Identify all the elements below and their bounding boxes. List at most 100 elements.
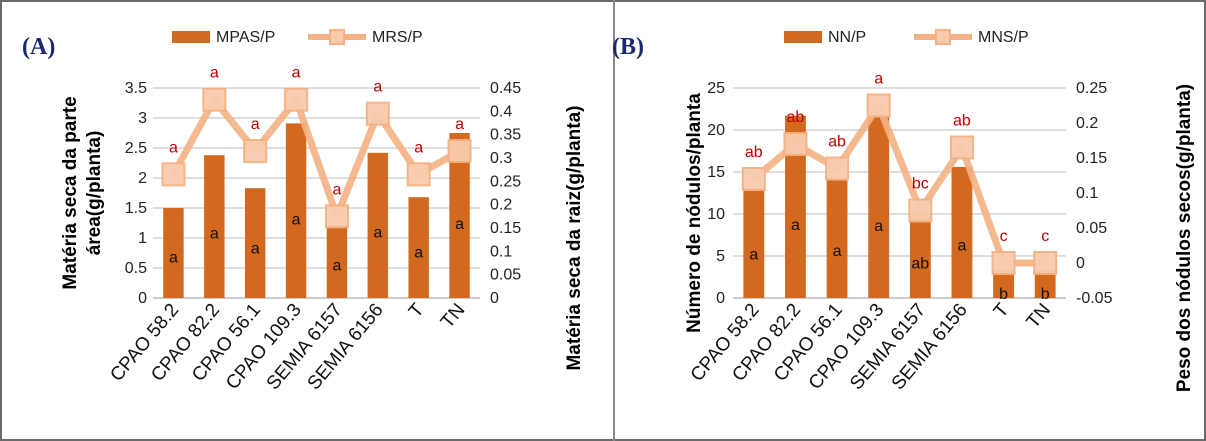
panel2-bar xyxy=(826,180,848,298)
panel2-legend-line-label: MNS/P xyxy=(978,29,1029,46)
panel1-left-tick-label: 0.5 xyxy=(125,260,147,277)
panel1-bar xyxy=(244,188,266,298)
panel1-bar-data-label: a xyxy=(373,225,382,242)
panel1-line-data-label: a xyxy=(373,79,382,96)
panel1-line-point xyxy=(284,87,309,112)
panel2-left-tick-label: 25 xyxy=(707,80,725,97)
panel1-left-tick-label: 3 xyxy=(138,110,147,127)
panel1-left-axis-title-line2: área(g/planta) xyxy=(84,131,105,256)
panel2-legend-bar-label: NN/P xyxy=(828,29,866,46)
panel2-bar xyxy=(1034,269,1056,298)
panel2-line-data-label: a xyxy=(874,71,883,88)
panel1-line-point xyxy=(447,139,472,163)
panel1-line-point xyxy=(202,87,227,112)
panel1-bar xyxy=(449,133,470,298)
panel1-bar xyxy=(204,155,225,298)
panel2-right-tick-label: -0.05 xyxy=(1076,290,1113,307)
panel1-bar-data-label: a xyxy=(292,211,301,228)
panel1-line-point xyxy=(243,139,268,163)
panel1-right-tick-label: 0 xyxy=(490,290,499,307)
panel1-bar-data-label: a xyxy=(169,250,178,267)
panel1-right-tick-label: 0.2 xyxy=(490,197,512,214)
panel1-left-tick-label: 0 xyxy=(138,290,147,307)
panel2-legend-bar-swatch xyxy=(784,31,822,43)
panel2-legend-line-marker xyxy=(935,29,951,45)
panel1-right-tick-label: 0.05 xyxy=(490,267,521,284)
panel2-bar-data-label: a xyxy=(749,246,758,263)
panel1-right-tick-label: 0.1 xyxy=(490,243,512,260)
panel1-line-point xyxy=(324,204,349,229)
panel2-left-axis-title: Número de nódulos/planta xyxy=(684,93,705,333)
panel2-right-tick-label: 0.2 xyxy=(1076,115,1098,132)
panel1-bar xyxy=(367,152,389,298)
panel2-right-tick-label: 0.15 xyxy=(1076,150,1107,167)
panel2-right-tick-label: 0 xyxy=(1076,255,1085,272)
panel1-legend-bar-swatch xyxy=(172,31,210,43)
panel2-line-data-label: c xyxy=(1041,228,1049,245)
panel2-bar xyxy=(909,212,931,298)
panel1-right-axis-title: Matéria seca da raiz(g/planta) xyxy=(564,105,585,370)
panel1-right-tick-label: 0.25 xyxy=(490,173,521,190)
panel2-left-tick-label: 10 xyxy=(707,206,725,223)
panel2-line-point xyxy=(825,156,850,181)
panel1-bar xyxy=(163,208,184,298)
panel2-line-point xyxy=(783,132,808,156)
panel1-category-label: T xyxy=(405,299,429,322)
panel2-right-axis-title: Peso dos nódulos secos(g/planta) xyxy=(1174,84,1195,392)
panel2-line-data-label: bc xyxy=(912,176,929,193)
panel1-right-tick-label: 0.45 xyxy=(490,80,521,97)
panel1-left-axis-title-line1: Matéria seca da parte xyxy=(60,96,81,289)
panel1-right-tick-label: 0.35 xyxy=(490,127,521,144)
panel2-bar xyxy=(785,115,806,298)
panel1-left-tick-label: 2 xyxy=(138,170,147,187)
panel1-legend-bar-label: MPAS/P xyxy=(216,29,275,46)
panel2-line-data-label: ab xyxy=(787,109,805,126)
panel2-bar-data-label: a xyxy=(833,243,842,260)
panel2-line-point xyxy=(949,135,974,160)
panel1-line-data-label: a xyxy=(414,139,423,156)
panel2-line-point xyxy=(741,167,766,191)
panel1-line-data-label: a xyxy=(210,65,219,82)
panel2-bar xyxy=(951,166,973,298)
panel1-line-data-label: a xyxy=(169,139,178,156)
panel1-bar-data-label: a xyxy=(210,226,219,243)
panel1-bar xyxy=(326,226,348,298)
panel2-line-data-label: ab xyxy=(745,144,763,161)
panel1-line-point xyxy=(161,162,186,187)
panel2-bar-data-label: b xyxy=(1041,286,1050,303)
panel1-line-data-label: a xyxy=(332,181,341,198)
panel1-right-tick-label: 0.15 xyxy=(490,220,521,237)
panel2-right-tick-label: 0.25 xyxy=(1076,80,1107,97)
panel1-bar-data-label: a xyxy=(251,241,260,258)
panel2-category-label: TN xyxy=(1023,300,1055,333)
panel2-left-tick-label: 0 xyxy=(716,290,725,307)
panel2-left-tick-label: 15 xyxy=(707,164,725,181)
panel2-line-point xyxy=(908,198,933,223)
panel2-right-tick-label: 0.1 xyxy=(1076,185,1098,202)
panel2-bar-data-label: a xyxy=(791,217,800,234)
panel2-panel-label: (B) xyxy=(612,34,644,60)
panel1-bar xyxy=(285,123,307,299)
panel1-bar xyxy=(408,197,429,298)
panel1-legend-line-label: MRS/P xyxy=(372,29,423,46)
panel1-line-data-label: a xyxy=(455,116,464,133)
panel2-left-tick-label: 20 xyxy=(707,122,725,139)
panel-divider xyxy=(613,0,615,441)
panel2-line-point xyxy=(991,251,1016,275)
panel1-line-point xyxy=(406,162,431,187)
panel2-left-tick-label: 5 xyxy=(716,248,725,265)
panel2-right-tick-label: 0.05 xyxy=(1076,220,1107,237)
panel2-bar xyxy=(993,269,1014,298)
panel1-bar-data-label: a xyxy=(455,216,464,233)
panel2-line-data-label: ab xyxy=(828,134,846,151)
panel1-category-label: TN xyxy=(437,300,469,333)
panel2-bar-data-label: ab xyxy=(911,256,929,273)
panel1-left-tick-label: 3.5 xyxy=(125,80,147,97)
panel1-bar-data-label: a xyxy=(332,258,341,275)
panel2-bar-data-label: b xyxy=(999,286,1008,303)
panel2-line-data-label: ab xyxy=(953,113,971,130)
panel2-bar xyxy=(868,117,890,299)
panel2-line-point xyxy=(1033,251,1058,275)
